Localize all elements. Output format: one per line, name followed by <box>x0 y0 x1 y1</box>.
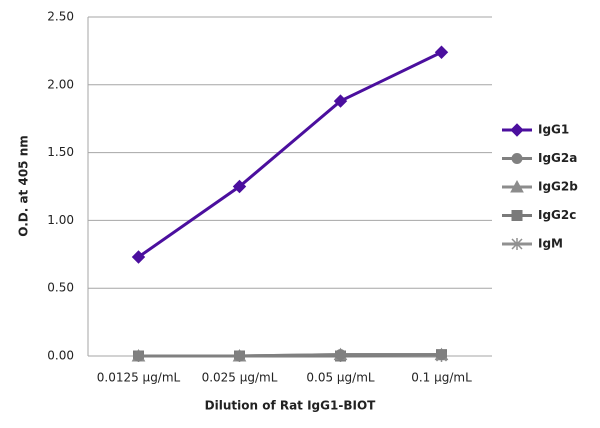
marker <box>511 238 523 250</box>
legend-label: IgG2c <box>538 208 576 222</box>
x-tick-label: 0.0125 µg/mL <box>97 371 181 385</box>
legend-label: IgG2a <box>538 151 577 165</box>
legend-label: IgG1 <box>538 123 569 137</box>
y-tick-label: 0.50 <box>47 281 74 295</box>
series-line <box>138 353 442 358</box>
marker <box>234 350 245 362</box>
y-tick-label: 1.00 <box>47 213 74 227</box>
marker <box>133 350 144 362</box>
y-tick-label: 2.00 <box>47 77 74 91</box>
marker <box>434 45 449 59</box>
y-axis-title: O.D. at 405 nm <box>17 135 31 236</box>
marker <box>510 179 524 193</box>
marker <box>335 349 346 361</box>
series-line <box>137 50 443 259</box>
marker <box>511 210 523 221</box>
y-tick-label: 0.00 <box>47 349 74 363</box>
marker <box>510 123 524 137</box>
x-tick-label: 0.1 µg/mL <box>411 371 472 385</box>
x-axis-title: Dilution of Rat IgG1-BIOT <box>205 399 376 413</box>
marker <box>511 153 523 164</box>
legend-label: IgM <box>538 237 563 251</box>
x-tick-label: 0.05 µg/mL <box>306 371 375 385</box>
y-tick-label: 1.50 <box>47 145 74 159</box>
marker <box>131 250 146 264</box>
legend-label: IgG2b <box>538 180 578 194</box>
marker <box>436 349 447 361</box>
y-tick-label: 2.50 <box>47 10 74 24</box>
marker <box>333 94 348 108</box>
x-tick-label: 0.025 µg/mL <box>202 371 278 385</box>
marker <box>232 179 247 194</box>
